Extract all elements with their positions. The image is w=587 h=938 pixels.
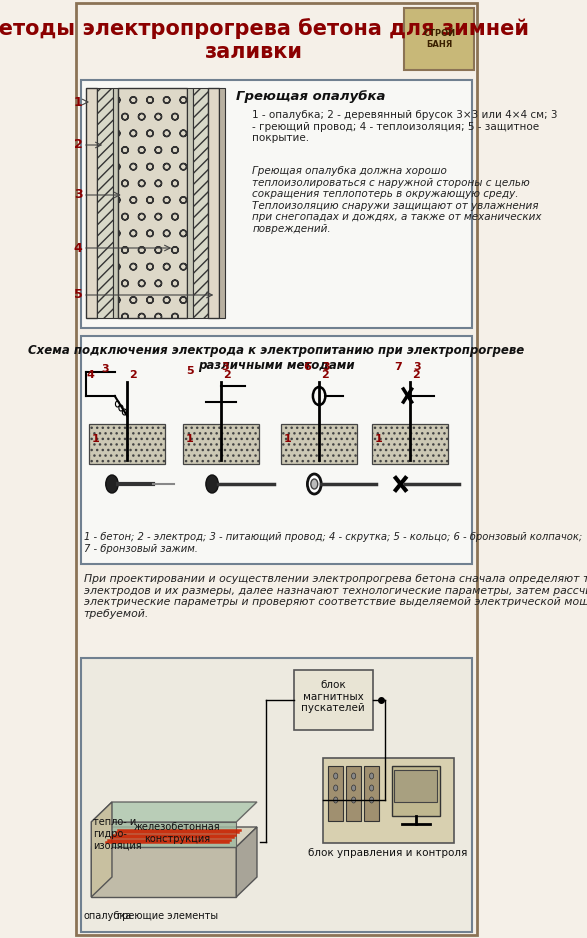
Text: 3: 3 [414,362,421,372]
Circle shape [352,773,356,779]
Text: 3: 3 [221,362,229,372]
Text: 4: 4 [74,241,83,254]
Text: железобетонная
конструкция: железобетонная конструкция [134,822,220,843]
Bar [97,88,113,318]
Text: 1: 1 [92,434,100,444]
Polygon shape [91,802,112,897]
Circle shape [333,773,338,779]
Polygon shape [91,847,237,897]
Bar [81,336,473,564]
Polygon shape [91,802,257,822]
Bar [183,424,259,464]
Bar [392,766,440,816]
Bar [346,766,361,821]
Text: тепло- и
гидро-
изоляция: тепло- и гидро- изоляция [93,817,142,850]
Text: 1: 1 [375,434,383,444]
Text: опалубка: опалубка [84,911,132,921]
Text: 3: 3 [74,189,82,202]
Bar [113,88,118,318]
Bar [187,88,193,318]
Polygon shape [237,827,257,897]
Text: Схема подключения электрода к электропитанию при электропрогреве
различными мето: Схема подключения электрода к электропит… [28,344,524,372]
Text: 1: 1 [74,96,83,109]
Text: 2: 2 [129,370,137,380]
Text: блок
магнитных
пускателей: блок магнитных пускателей [301,680,365,713]
Text: Методы электропрогрева бетона для зимней
заливки: Методы электропрогрева бетона для зимней… [0,18,529,62]
Circle shape [206,475,218,493]
Circle shape [352,797,356,803]
Polygon shape [91,822,237,847]
Circle shape [352,785,356,791]
Bar [89,424,165,464]
Bar [86,88,97,318]
Text: При проектировании и осуществлении электропрогрева бетона сначала определяют тип: При проектировании и осуществлении элект… [84,574,587,619]
Text: 2: 2 [223,370,231,380]
Text: Греющая опалубка: Греющая опалубка [236,90,386,103]
Polygon shape [91,827,257,847]
Circle shape [106,475,118,493]
Text: 7: 7 [394,362,402,372]
Text: СТРОЙ
БАНЯ: СТРОЙ БАНЯ [423,29,456,49]
Circle shape [308,474,321,494]
Bar [394,770,437,802]
Bar [208,88,219,318]
Circle shape [370,797,374,803]
Text: 3: 3 [323,362,330,372]
Bar [294,670,373,730]
Bar [281,424,357,464]
Circle shape [333,797,338,803]
Text: 1: 1 [186,434,194,444]
Bar [328,766,343,821]
Text: 1: 1 [284,434,292,444]
Text: греющие элементы: греющие элементы [117,911,218,921]
Bar [364,766,379,821]
Bar [404,8,474,70]
Text: 5: 5 [186,366,194,376]
Text: блок управления и контроля: блок управления и контроля [309,848,468,858]
Circle shape [370,785,374,791]
Circle shape [333,785,338,791]
Text: Греющая опалубка должна хорошо
теплоизолироваться с наружной стороны с целью
сок: Греющая опалубка должна хорошо теплоизол… [252,166,542,234]
Bar [118,88,187,318]
Bar [219,88,225,318]
Bar [323,758,454,843]
Text: 3: 3 [102,364,109,374]
Bar [193,88,208,318]
Text: 5: 5 [74,289,83,301]
Circle shape [370,773,374,779]
Text: 2: 2 [74,139,83,152]
Bar [81,80,473,328]
Text: 4: 4 [86,370,95,380]
Bar [372,424,448,464]
Bar [81,658,473,932]
Text: 1 - бетон; 2 - электрод; 3 - питающий провод; 4 - скрутка; 5 - кольцо; 6 - бронз: 1 - бетон; 2 - электрод; 3 - питающий пр… [84,532,582,553]
Text: 6: 6 [303,362,311,372]
Text: 2: 2 [412,370,420,380]
Text: 2: 2 [321,370,329,380]
Circle shape [311,479,318,489]
Text: 1 - опалубка; 2 - деревянный брусок 3×3 или 4×4 см; 3
- греющий провод; 4 - тепл: 1 - опалубка; 2 - деревянный брусок 3×3 … [252,110,558,144]
